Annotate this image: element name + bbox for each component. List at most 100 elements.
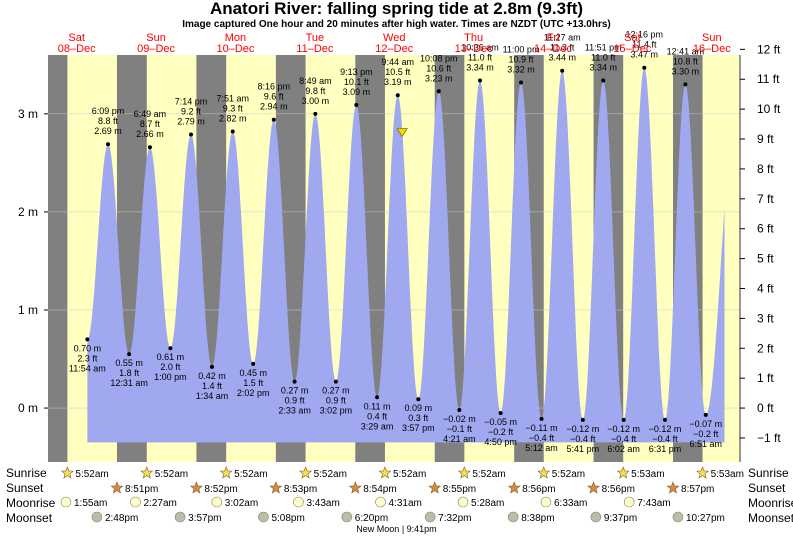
sunrise-icon — [696, 466, 710, 479]
moon-phase-note: New Moon | 9:41pm — [356, 524, 437, 534]
high-tide-label: 8:16 pm — [258, 82, 291, 92]
sunset-time: 8:54pm — [363, 484, 396, 495]
moonset-icon — [91, 511, 103, 523]
moonrise-label-right: Moonrise — [748, 496, 793, 510]
low-tide-label: 0.45 m — [239, 368, 267, 378]
low-tide-label: 1.4 ft — [202, 381, 223, 391]
sunset-icon — [348, 481, 362, 494]
low-tide-label: −0.02 m — [443, 414, 476, 424]
high-tide-label: 2.69 m — [94, 126, 122, 136]
moonset-time: 3:57pm — [188, 513, 221, 524]
sunset-icon — [507, 481, 521, 494]
sunrise-label-left: Sunrise — [6, 466, 47, 480]
high-tide-label: 10.1 ft — [344, 77, 370, 87]
high-tide-point — [642, 65, 647, 70]
low-tide-point — [375, 395, 380, 400]
high-tide-point — [354, 103, 359, 108]
high-tide-label: 10.8 ft — [673, 56, 699, 66]
low-tide-label: 6:02 am — [607, 444, 640, 454]
moonrise-time: 5:28am — [471, 498, 504, 509]
low-tide-label: −0.11 m — [525, 423, 557, 433]
high-tide-label: 7:14 pm — [175, 96, 208, 106]
sunrise-icon — [140, 466, 154, 479]
sunrise-time: 5:52am — [234, 469, 267, 480]
sunrise-icon — [616, 466, 630, 479]
day-date: 13–Dec — [455, 43, 493, 55]
right-tick-label: 6 ft — [757, 222, 774, 236]
high-tide-label: 10.9 ft — [509, 54, 535, 64]
moonset-label-left: Moonset — [6, 511, 53, 525]
low-tide-label: 0.42 m — [198, 371, 226, 381]
day-date: 12–Dec — [375, 43, 413, 55]
sunset-time: 8:56pm — [522, 484, 555, 495]
sunset-time: 8:52pm — [204, 484, 237, 495]
high-tide-label: 8.8 ft — [98, 116, 119, 126]
low-tide-point — [85, 337, 90, 342]
low-tide-label: 5:41 pm — [567, 444, 600, 454]
low-tide-label: 2.0 ft — [160, 362, 181, 372]
right-tick-label: 5 ft — [757, 252, 774, 266]
moonrise-label-left: Moonrise — [6, 496, 56, 510]
right-tick-label: −1 ft — [757, 431, 781, 445]
low-tide-label: 0.70 m — [74, 343, 102, 353]
high-tide-label: 6:49 am — [134, 109, 167, 119]
high-tide-label: 11:51 pm — [585, 42, 622, 52]
moonrise-icon — [540, 496, 552, 508]
day-date: 11–Dec — [296, 43, 334, 55]
low-tide-label: −0.4 ft — [652, 434, 678, 444]
high-tide-label: 3.34 m — [466, 62, 494, 72]
low-tide-label: 0.27 m — [281, 386, 309, 396]
day-name: Sat — [624, 32, 641, 44]
low-tide-point — [168, 346, 173, 351]
high-tide-label: 2.79 m — [177, 116, 205, 126]
low-tide-label: 4:21 am — [443, 434, 476, 444]
moonrise-time: 4:31am — [388, 498, 421, 509]
high-tide-label: 3.19 m — [384, 77, 412, 87]
sunrise-time: 5:52am — [393, 469, 426, 480]
high-tide-label: 2.66 m — [136, 129, 164, 139]
low-tide-label: 2:33 am — [278, 406, 311, 416]
sunset-time: 8:56pm — [602, 484, 635, 495]
moonrise-time: 3:02am — [225, 498, 258, 509]
high-tide-label: 10.5 ft — [385, 67, 411, 77]
low-tide-label: −0.05 m — [484, 417, 517, 427]
sunrise-time: 5:52am — [552, 469, 585, 480]
high-tide-label: 3.34 m — [589, 62, 617, 72]
moonrise-icon — [375, 496, 386, 508]
sunset-icon — [269, 481, 283, 494]
sunrise-label-right: Sunrise — [748, 466, 789, 480]
high-tide-point — [147, 145, 152, 150]
tide-area — [87, 67, 725, 443]
low-tide-point — [127, 352, 132, 357]
high-tide-label: 10.6 ft — [426, 63, 452, 73]
low-tide-label: 3:02 pm — [320, 406, 353, 416]
right-tick-label: 3 ft — [757, 311, 774, 325]
high-tide-label: 3.23 m — [425, 73, 453, 83]
low-tide-label: 1:00 pm — [154, 372, 187, 382]
high-tide-label: 9.6 ft — [264, 92, 285, 102]
low-tide-point — [498, 410, 503, 415]
low-tide-label: −0.4 ft — [570, 434, 596, 444]
low-tide-label: 0.61 m — [157, 352, 185, 362]
moonset-icon — [507, 511, 519, 523]
low-tide-point — [580, 417, 585, 422]
right-tick-label: 7 ft — [757, 192, 774, 206]
high-tide-point — [230, 129, 235, 134]
chart-title: Anatori River: falling spring tide at 2.… — [209, 0, 584, 18]
low-tide-label: 5:12 am — [525, 443, 558, 453]
low-tide-label: 2:02 pm — [237, 388, 270, 398]
low-tide-label: −0.4 ft — [611, 434, 637, 444]
astro-icons: 5:52am 5:52am 5:52am 5:52am 5:52am 5:52am 5:52… — [60, 466, 744, 524]
low-tide-point — [621, 417, 626, 422]
moonset-time: 2:48pm — [105, 513, 138, 524]
high-tide-point — [519, 80, 524, 85]
high-tide-label: 9:44 am — [381, 57, 414, 67]
moonset-time: 9:37pm — [604, 513, 637, 524]
high-tide-label: 2.94 m — [260, 102, 288, 112]
left-tick-label: 2 m — [18, 205, 38, 219]
low-tide-label: −0.2 ft — [488, 427, 514, 437]
left-tick-label: 0 m — [18, 401, 38, 415]
day-name: Wed — [383, 32, 405, 44]
high-tide-label: 3.00 m — [302, 96, 330, 106]
high-tide-point — [395, 93, 400, 98]
